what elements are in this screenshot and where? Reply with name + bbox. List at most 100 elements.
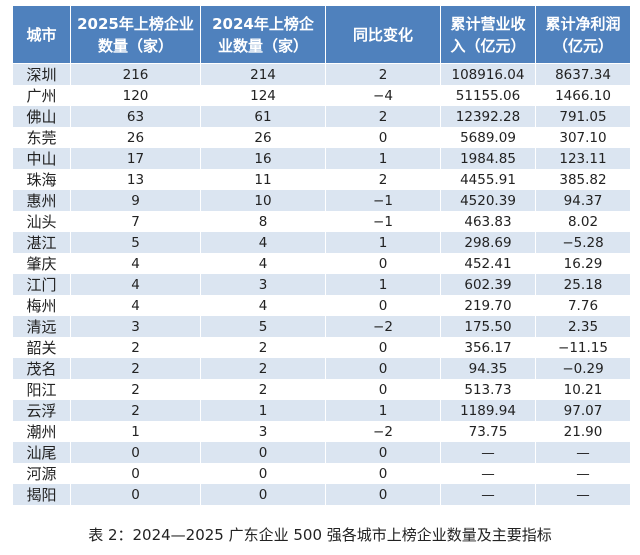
value-cell: 2 [70,379,201,400]
value-cell: −2 [325,421,441,442]
table-row: 潮州 1 3 −2 73.75 21.90 [12,421,631,442]
value-cell: 175.50 [440,316,536,337]
value-cell: 51155.06 [440,85,536,106]
value-cell: 0 [325,253,441,274]
city-cell: 阳江 [12,379,71,400]
table-row: 汕尾 0 0 0— — [12,442,631,463]
value-cell: 463.83 [440,211,536,232]
header-row: 城市 2025年上榜企业数量（家） 2024年上榜企业数量（家） 同比变化 累计营业收入… [12,5,631,64]
value-cell: 0 [325,358,441,379]
value-cell: −1 [325,211,441,232]
value-cell: 0 [325,337,441,358]
value-cell: 0 [200,442,326,463]
value-cell: 4 [70,274,201,295]
value-cell: 0 [325,463,441,484]
value-cell: 0 [325,484,441,505]
value-cell: 298.69 [440,232,536,253]
value-cell: 26 [200,127,326,148]
table-row: 阳江 2 2 0 513.73 10.21 [12,379,631,400]
value-cell: 94.37 [535,190,631,211]
value-cell: 3 [70,316,201,337]
value-cell: 4 [70,253,201,274]
header-cell: 累计营业收入（亿元） [440,5,536,64]
city-cell: 肇庆 [12,253,71,274]
value-cell: 2 [70,358,201,379]
table-row: 珠海 13 11 2 4455.91 385.82 [12,169,631,190]
value-cell: 1984.85 [440,148,536,169]
value-cell: 16 [200,148,326,169]
value-cell: −2 [325,316,441,337]
caption: 表 2：2024—2025 广东企业 500 强各城市上榜企业数量及主要指标 [88,526,552,544]
city-cell: 汕头 [12,211,71,232]
city-cell: 韶关 [12,337,71,358]
value-cell: −11.15 [535,337,631,358]
data-table: 城市 2025年上榜企业数量（家） 2024年上榜企业数量（家） 同比变化 累计营业收入… [12,5,631,505]
value-cell: 2 [70,400,201,421]
value-cell: 4 [200,295,326,316]
header-cell: 2025年上榜企业数量（家） [70,5,201,64]
value-cell: 0 [325,379,441,400]
value-cell: 2 [325,106,441,127]
value-cell: 123.11 [535,148,631,169]
city-cell: 江门 [12,274,71,295]
value-cell: — [535,463,631,484]
value-cell: 385.82 [535,169,631,190]
city-cell: 河源 [12,463,71,484]
value-cell: −4 [325,85,441,106]
value-cell: 4455.91 [440,169,536,190]
value-cell: 1189.94 [440,400,536,421]
value-cell: 1 [325,400,441,421]
value-cell: 1 [200,400,326,421]
value-cell: 5 [70,232,201,253]
table-row: 梅州 4 4 0 219.70 7.76 [12,295,631,316]
city-cell: 东莞 [12,127,71,148]
value-cell: 2 [325,63,441,85]
value-cell: 0 [70,463,201,484]
value-cell: — [535,442,631,463]
value-cell: 0 [70,442,201,463]
value-cell: 63 [70,106,201,127]
city-cell: 梅州 [12,295,71,316]
value-cell: 0 [325,442,441,463]
city-cell: 汕尾 [12,442,71,463]
value-cell: 513.73 [440,379,536,400]
city-cell: 云浮 [12,400,71,421]
value-cell: 12392.28 [440,106,536,127]
city-cell: 湛江 [12,232,71,253]
value-cell: 25.18 [535,274,631,295]
value-cell: 2 [325,169,441,190]
value-cell: −0.29 [535,358,631,379]
city-cell: 中山 [12,148,71,169]
value-cell: 108916.04 [440,63,536,85]
city-cell: 清远 [12,316,71,337]
table-row: 揭阳 0 0 0— — [12,484,631,505]
value-cell: 13 [70,169,201,190]
value-cell: 214 [200,63,326,85]
table-row: 深圳 216 214 2 108916.04 8637.34 [12,63,631,85]
value-cell: 26 [70,127,201,148]
value-cell: 124 [200,85,326,106]
value-cell: 2 [200,358,326,379]
value-cell: 791.05 [535,106,631,127]
value-cell: — [440,442,536,463]
value-cell: 8637.34 [535,63,631,85]
table-row: 茂名 2 2 0 94.35 −0.29 [12,358,631,379]
value-cell: 11 [200,169,326,190]
table-row: 肇庆 4 4 0 452.41 16.29 [12,253,631,274]
table-row: 汕头 7 8 −1 463.83 8.02 [12,211,631,232]
table-row: 韶关 2 2 0 356.17 −11.15 [12,337,631,358]
header-cell: 城市 [12,5,71,64]
value-cell: — [440,484,536,505]
table-row: 清远 3 5 −2 175.50 2.35 [12,316,631,337]
table-row: 惠州 9 10 −1 4520.39 94.37 [12,190,631,211]
value-cell: 8.02 [535,211,631,232]
value-cell: 0 [200,463,326,484]
value-cell: 356.17 [440,337,536,358]
value-cell: 1466.10 [535,85,631,106]
value-cell: 2 [70,337,201,358]
value-cell: 5689.09 [440,127,536,148]
value-cell: 4 [70,295,201,316]
city-cell: 佛山 [12,106,71,127]
value-cell: 452.41 [440,253,536,274]
value-cell: 2 [200,379,326,400]
